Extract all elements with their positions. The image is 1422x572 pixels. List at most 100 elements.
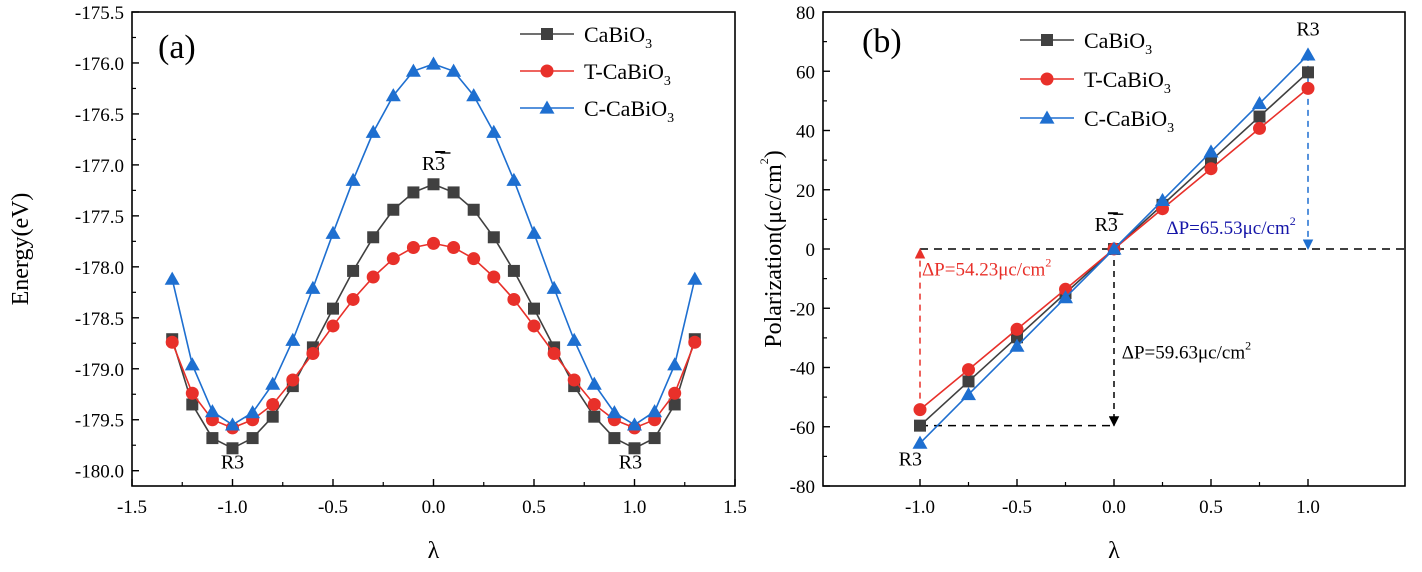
data-point [385, 88, 401, 102]
data-point [487, 231, 500, 244]
y-tick-label: -40 [790, 359, 815, 380]
legend-marker [1040, 72, 1054, 86]
data-point [962, 363, 975, 377]
x-tick-label: 0.5 [1199, 497, 1223, 518]
data-point [647, 404, 663, 418]
y-tick-label: -20 [790, 299, 815, 320]
data-point [405, 63, 421, 77]
data-point [627, 417, 642, 431]
data-point [1058, 290, 1073, 304]
data-point [246, 432, 259, 445]
data-point [526, 225, 542, 239]
data-point [366, 270, 380, 284]
data-point [1252, 96, 1267, 110]
y-tick-label: -177.5 [75, 207, 124, 228]
data-point [667, 357, 683, 371]
data-point [326, 319, 340, 333]
annotation: R3 [1095, 214, 1118, 236]
data-point [1253, 121, 1266, 135]
legend-entry: C-CaBiO3 [1084, 106, 1174, 136]
data-point [245, 405, 261, 419]
data-point [347, 264, 360, 277]
data-point [266, 410, 279, 423]
legend: CaBiO3 T-CaBiO3 C-CaBiO3 [1020, 28, 1174, 136]
y-tick-label: -175.5 [75, 3, 124, 24]
data-point [1010, 322, 1024, 336]
data-point [687, 271, 703, 285]
data-point [1203, 144, 1219, 158]
data-point [1059, 282, 1072, 296]
data-point [606, 405, 622, 419]
data-point [648, 432, 661, 445]
y-tick-label: 80 [796, 3, 815, 24]
x-tick-label: -1.0 [905, 497, 935, 518]
data-point [325, 225, 341, 239]
data-point [912, 435, 928, 449]
data-point [1301, 81, 1315, 95]
annotation: ΔP=54.23μc/cm2 [922, 256, 1051, 281]
data-point [567, 373, 581, 387]
data-point [547, 346, 561, 360]
data-point [225, 417, 240, 431]
legend-marker [540, 64, 554, 78]
data-point [507, 292, 521, 306]
legend-marker [1039, 110, 1055, 124]
data-point [427, 236, 440, 250]
data-point [386, 252, 400, 266]
data-point [467, 203, 480, 216]
annotation: R3 [221, 452, 244, 474]
data-point [365, 124, 381, 138]
data-point [588, 410, 601, 423]
panel-b: -1.0 -0.5 0.0 0.5 1.0 -80 -60 -40 -20 0 20 40 60 80 λ P… [757, 3, 1406, 564]
y-tick-label: -178.5 [75, 309, 124, 330]
panel-a: -1.5 -1.0 -0.5 0.0 0.5 1.0 1.5 -180.0 -179.5 -179… [8, 3, 747, 564]
annotation: R3 [1296, 19, 1319, 41]
y-axis-title: Polarization(μc/cm2) [757, 150, 787, 347]
data-point [165, 335, 179, 349]
legend-entry: C-CaBiO3 [584, 96, 674, 126]
data-point [587, 397, 601, 411]
x-tick-label: 0.5 [522, 497, 546, 518]
data-point [285, 332, 301, 346]
x-tick-label: 1.5 [723, 497, 747, 518]
data-point [184, 357, 200, 371]
data-point [286, 373, 300, 387]
data-point [487, 270, 501, 284]
data-point [346, 292, 360, 306]
y-tick-label: -176.0 [75, 54, 124, 75]
panel-label: (b) [862, 23, 902, 60]
x-axis-title: λ [428, 538, 440, 564]
annotation: ΔP=65.53μc/cm2 [1166, 214, 1295, 239]
annotation: R3 [899, 448, 922, 470]
data-point [1204, 162, 1218, 176]
legend-marker [1041, 34, 1053, 46]
y-tick-label: -177.0 [75, 156, 124, 177]
data-point [426, 56, 441, 70]
legend-entry: T-CaBiO3 [1084, 67, 1171, 97]
data-point [914, 419, 926, 432]
data-point [204, 404, 220, 418]
legend-marker [541, 28, 553, 40]
data-point [1300, 47, 1316, 61]
data-point [586, 376, 602, 390]
data-point [608, 432, 621, 445]
y-tick-label: 60 [796, 62, 815, 83]
data-point [185, 386, 199, 400]
y-tick-label: -179.5 [75, 411, 124, 432]
data-point [1302, 66, 1314, 79]
data-point [226, 442, 239, 455]
data-point [961, 386, 976, 401]
data-point [546, 280, 562, 294]
y-tick-label: -60 [790, 418, 815, 439]
y-tick-label: -180.0 [75, 462, 124, 483]
data-point [1155, 192, 1170, 207]
data-point [507, 264, 520, 277]
annotation: ΔP=59.63μc/cm2 [1122, 339, 1251, 364]
legend: CaBiO3 T-CaBiO3 C-CaBiO3 [520, 22, 674, 126]
annotation: R3 [422, 153, 445, 175]
y-tick-label: -80 [790, 477, 815, 498]
data-point [447, 240, 461, 254]
data-point [668, 386, 682, 400]
data-point [506, 172, 522, 186]
